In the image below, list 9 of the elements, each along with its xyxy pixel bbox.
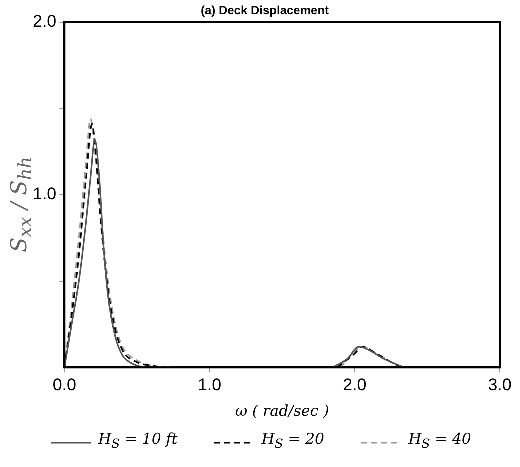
- chart-title: (a) Deck Displacement: [200, 4, 330, 18]
- x-tick-label: 0.0: [52, 375, 76, 394]
- legend-label: H$_{S}$ = 40: [408, 430, 472, 451]
- x-tick-label: 3.0: [488, 375, 512, 394]
- legend-label: H$_{S}$ = 20: [262, 430, 325, 451]
- x-tick-label: 1.0: [198, 375, 222, 394]
- x-tick-label: 2.0: [343, 375, 367, 394]
- x-axis-title: ω ( rad/sec ): [235, 402, 330, 420]
- legend-label: H$_{S}$ = 10 ft: [98, 430, 178, 451]
